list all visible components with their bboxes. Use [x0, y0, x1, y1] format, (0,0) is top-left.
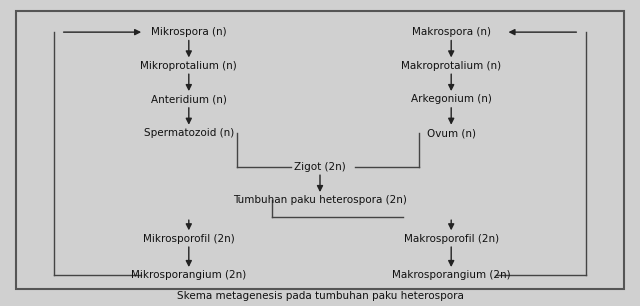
Text: Mikrosporofil (2n): Mikrosporofil (2n)	[143, 234, 235, 244]
Text: Makrospora (n): Makrospora (n)	[412, 27, 491, 37]
Text: Arkegonium (n): Arkegonium (n)	[411, 95, 492, 104]
Text: Anteridium (n): Anteridium (n)	[151, 95, 227, 104]
Text: Mikroprotalium (n): Mikroprotalium (n)	[140, 61, 237, 71]
Text: Makroprotalium (n): Makroprotalium (n)	[401, 61, 501, 71]
Text: Spermatozoid (n): Spermatozoid (n)	[143, 128, 234, 138]
Text: Skema metagenesis pada tumbuhan paku heterospora: Skema metagenesis pada tumbuhan paku het…	[177, 291, 463, 301]
Text: Mikrosporangium (2n): Mikrosporangium (2n)	[131, 271, 246, 280]
Text: Mikrospora (n): Mikrospora (n)	[151, 27, 227, 37]
Text: Ovum (n): Ovum (n)	[427, 128, 476, 138]
Text: Makrosporangium (2n): Makrosporangium (2n)	[392, 271, 511, 280]
Text: Makrosporofil (2n): Makrosporofil (2n)	[404, 234, 499, 244]
Text: Zigot (2n): Zigot (2n)	[294, 162, 346, 172]
Text: Tumbuhan paku heterospora (2n): Tumbuhan paku heterospora (2n)	[233, 196, 407, 205]
